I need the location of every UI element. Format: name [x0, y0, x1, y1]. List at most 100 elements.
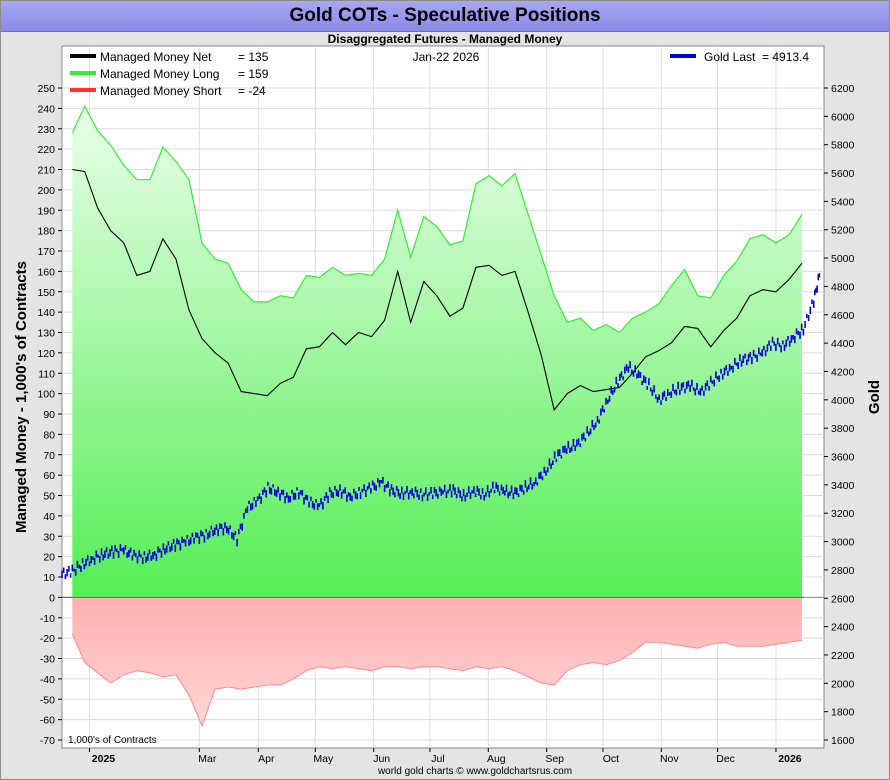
right-tick-label: 5800 — [831, 140, 855, 152]
right-tick-label: 2200 — [831, 650, 855, 662]
right-tick-label: 3400 — [831, 480, 855, 492]
x-tick-label: Mar — [198, 753, 217, 765]
left-tick-label: 250 — [37, 83, 55, 95]
right-tick-label: 6200 — [831, 83, 855, 95]
legend-long-value: = 159 — [238, 67, 269, 81]
right-axis-ticks: 1600 1800 2000 2200 2400 2600 2800 3000 3200 3400… — [824, 83, 855, 747]
x-tick-label: Dec — [716, 753, 735, 765]
left-tick-label: -20 — [40, 633, 55, 645]
right-tick-label: 3600 — [831, 452, 855, 464]
legend-short-value: = -24 — [238, 84, 266, 98]
long-area — [72, 106, 803, 598]
x-tick-label: Jun — [373, 753, 390, 765]
x-tick-label: 2025 — [92, 753, 116, 765]
left-tick-label: 100 — [37, 389, 55, 401]
position-areas — [72, 106, 803, 726]
x-tick-label: May — [313, 753, 334, 765]
x-tick-label: Apr — [258, 753, 275, 765]
left-tick-label: 10 — [43, 572, 55, 584]
legend-net-value: = 135 — [238, 50, 269, 64]
left-tick-label: 30 — [43, 531, 55, 543]
right-tick-label: 2400 — [831, 622, 855, 634]
right-tick-label: 4800 — [831, 281, 855, 293]
left-tick-label: 180 — [37, 226, 55, 238]
right-tick-label: 4400 — [831, 338, 855, 350]
left-tick-label: 40 — [43, 511, 55, 523]
title-bar — [1, 1, 889, 32]
left-tick-label: 60 — [43, 470, 55, 482]
x-tick-label: Nov — [660, 753, 679, 765]
left-tick-label: 110 — [38, 368, 55, 380]
chart-subtitle: Disaggregated Futures - Managed Money — [327, 32, 563, 46]
y-axis-title: Managed Money - 1,000's of Contracts — [13, 261, 30, 533]
left-tick-label: 210 — [37, 165, 55, 177]
right-tick-label: 4600 — [831, 310, 855, 322]
legend: Managed Money Net = 135 Managed Money Lo… — [70, 50, 809, 98]
right-tick-label: 3200 — [831, 508, 855, 520]
left-tick-label: 140 — [37, 307, 55, 319]
left-tick-label: 170 — [37, 246, 55, 258]
right-tick-label: 5600 — [831, 168, 855, 180]
left-tick-label: -50 — [40, 694, 55, 706]
left-tick-label: -60 — [40, 715, 55, 727]
left-tick-label: 240 — [37, 103, 55, 115]
legend-short-label: Managed Money Short — [100, 84, 222, 98]
y2-axis-title: Gold — [866, 380, 883, 414]
left-tick-label: 130 — [37, 328, 55, 340]
left-tick-label: 70 — [43, 450, 55, 462]
right-tick-label: 4000 — [831, 395, 855, 407]
x-tick-label: Oct — [603, 753, 619, 765]
left-tick-label: -30 — [40, 654, 55, 666]
chart-title: Gold COTs - Speculative Positions — [289, 5, 601, 26]
left-tick-label: 120 — [37, 348, 55, 360]
right-tick-label: 5000 — [831, 253, 855, 265]
units-note: 1,000's of Contracts — [68, 735, 157, 746]
left-tick-label: 80 — [43, 429, 55, 441]
left-tick-label: 230 — [37, 124, 55, 136]
right-tick-label: 4200 — [831, 366, 855, 378]
right-tick-label: 6000 — [831, 111, 855, 123]
x-axis-ticks: 2025 Mar Apr May Jun Jul Aug Sep Oct Nov Dec 2026 — [88, 748, 802, 765]
legend-swatch-gold — [670, 54, 696, 58]
left-axis-ticks: -70 -60 -50 -40 -30 -20 -10 0 10 20 30 40 50 60 70 80 90… — [37, 83, 62, 747]
legend-long-label: Managed Money Long — [100, 67, 219, 81]
x-tick-label: 2026 — [778, 753, 802, 765]
right-tick-label: 5200 — [831, 225, 855, 237]
left-tick-label: 160 — [37, 266, 55, 278]
right-tick-label: 5400 — [831, 196, 855, 208]
footer-credit: world gold charts © www.goldchartsrus.co… — [377, 766, 572, 777]
net-line — [72, 168, 803, 412]
long-line — [71, 104, 803, 334]
legend-gold-label: Gold Last — [704, 50, 756, 64]
date-label: Jan-22 2026 — [413, 50, 480, 64]
x-tick-label: Jul — [431, 753, 444, 765]
left-tick-label: 220 — [37, 144, 55, 156]
right-tick-label: 1800 — [831, 707, 855, 719]
left-tick-label: 90 — [43, 409, 55, 421]
gold-price-bars — [61, 273, 821, 580]
right-tick-label: 2800 — [831, 565, 855, 577]
right-tick-label: 3800 — [831, 423, 855, 435]
short-line — [71, 633, 803, 728]
x-tick-label: Aug — [487, 753, 506, 765]
right-tick-label: 3000 — [831, 537, 855, 549]
left-tick-label: 150 — [37, 287, 55, 299]
left-tick-label: 50 — [43, 491, 55, 503]
left-tick-label: 200 — [37, 185, 55, 197]
left-tick-label: -40 — [40, 674, 55, 686]
right-tick-label: 1600 — [831, 735, 855, 747]
legend-net-label: Managed Money Net — [100, 50, 212, 64]
left-tick-label: -10 — [40, 613, 55, 625]
legend-swatch-long — [70, 71, 96, 75]
short-area — [72, 597, 803, 726]
left-tick-label: 20 — [43, 552, 55, 564]
legend-gold-value: = 4913.4 — [762, 50, 809, 64]
left-tick-label: 190 — [37, 205, 55, 217]
legend-swatch-net — [70, 54, 96, 58]
x-tick-label: Sep — [545, 753, 564, 765]
position-lines — [62, 104, 804, 728]
left-tick-label: 0 — [49, 592, 55, 604]
right-tick-label: 2600 — [831, 593, 855, 605]
legend-swatch-short — [70, 88, 96, 92]
